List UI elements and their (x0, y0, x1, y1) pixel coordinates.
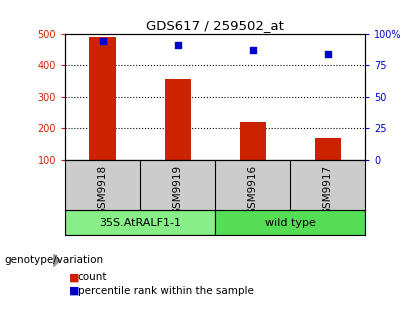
Text: wild type: wild type (265, 218, 316, 227)
Text: percentile rank within the sample: percentile rank within the sample (78, 286, 254, 296)
Text: GSM9919: GSM9919 (173, 165, 183, 215)
Point (174, 42, 181, 48)
Bar (89, 37, 116, 160)
Point (99, 38, 106, 44)
Text: GSM9918: GSM9918 (97, 165, 108, 215)
Text: GSM9916: GSM9916 (248, 165, 258, 215)
Bar (215, 210, 365, 235)
Text: 35S.AtRALF1-1: 35S.AtRALF1-1 (99, 218, 181, 227)
Text: ■: ■ (69, 286, 80, 296)
Bar (165, 79, 191, 160)
Text: GSM9917: GSM9917 (323, 165, 333, 215)
Point (249, 47, 256, 53)
Bar (240, 122, 266, 160)
Point (325, 51, 331, 56)
Text: genotype/variation: genotype/variation (4, 255, 103, 265)
Title: GDS617 / 259502_at: GDS617 / 259502_at (146, 19, 284, 33)
Bar (65, 210, 215, 235)
Text: ■: ■ (69, 272, 80, 282)
Bar (315, 138, 341, 160)
Text: count: count (78, 272, 107, 282)
